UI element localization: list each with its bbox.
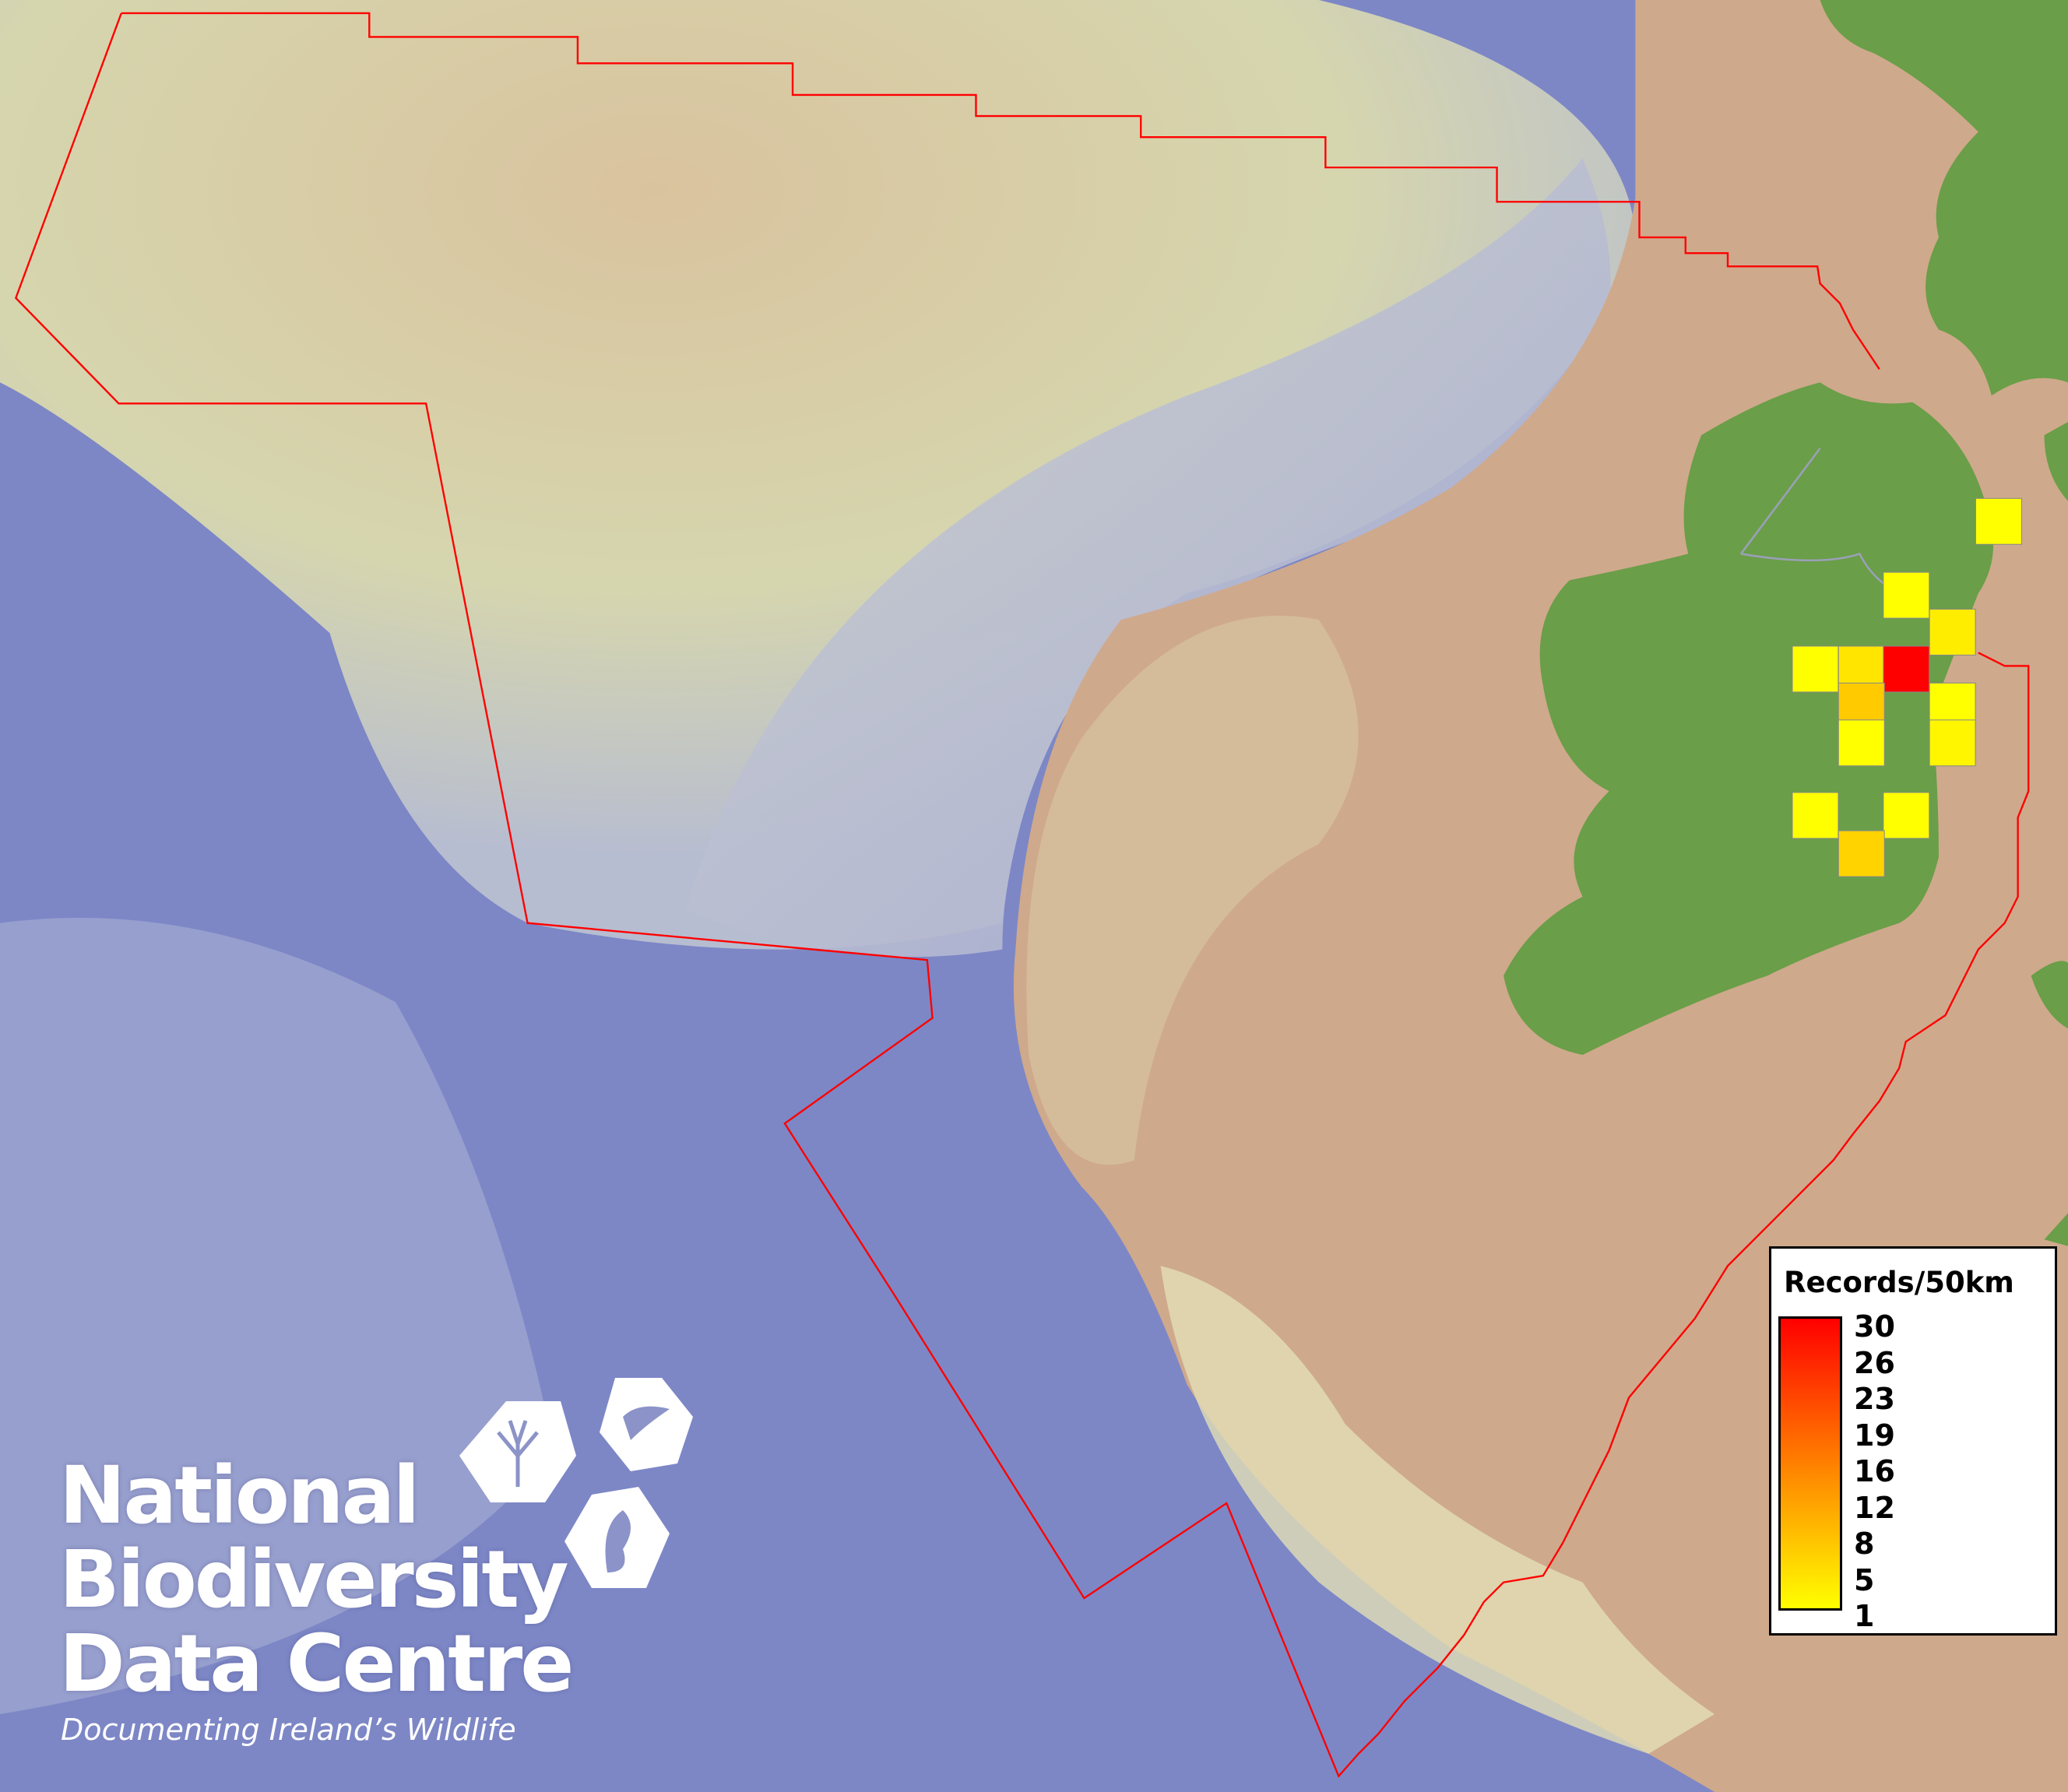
logo-line-2: Biodiversity: [59, 1534, 569, 1626]
ireland-land: [1504, 382, 1994, 1056]
rockall-bank: [0, 0, 1637, 950]
legend-tick-label: 23: [1854, 1382, 1895, 1416]
logo-tagline: Documenting Ireland’s Wildlife: [61, 1713, 516, 1747]
legend-tick-label: 8: [1854, 1527, 1875, 1561]
legend-tick-label: 5: [1854, 1562, 1875, 1597]
grid-cell: [1975, 497, 2022, 545]
legend-tick-label: 12: [1854, 1490, 1895, 1525]
grid-cell: [1838, 830, 1885, 877]
logo-line-3: Data Centre: [59, 1618, 574, 1710]
grid-cell: [1883, 645, 1930, 693]
ni-border: [1739, 448, 1900, 595]
grid-cell: [1929, 609, 1976, 656]
grid-cells: [1792, 497, 2022, 877]
boundary-line-north: [121, 12, 1880, 370]
logo-hexagons-icon: [459, 1378, 693, 1588]
abyssal-plain-light: [0, 917, 554, 1715]
legend-tick-label: 26: [1854, 1345, 1895, 1380]
legend-tick-label: 30: [1854, 1309, 1895, 1344]
shelf-edge: [1160, 1266, 1715, 1754]
grid-cell: [1792, 645, 1839, 693]
rockall-trough: [685, 158, 1611, 957]
legend: Records/50km 30 26 23 19 16 12 8 5 1: [1769, 1246, 2057, 1636]
scotland-land: [1820, 0, 2068, 396]
legend-tick-label: 1: [1854, 1599, 1875, 1633]
boundary-line-main: [14, 12, 2030, 1778]
legend-color-bar: [1778, 1316, 1842, 1611]
legend-title: Records/50km: [1784, 1266, 2014, 1299]
logo-line-1: National: [59, 1449, 420, 1542]
grid-cell: [1883, 792, 1930, 839]
grid-cell: [1883, 571, 1930, 619]
legend-tick-label: 16: [1854, 1454, 1895, 1488]
grid-cell: [1792, 792, 1839, 839]
legend-tick-label: 19: [1854, 1418, 1895, 1453]
nbdc-logo: National Biodiversity Data Centre Docume…: [55, 1370, 724, 1759]
grid-cell: [1929, 719, 1976, 767]
porcupine-bank: [1026, 615, 1359, 1165]
grid-cell: [1838, 719, 1885, 767]
